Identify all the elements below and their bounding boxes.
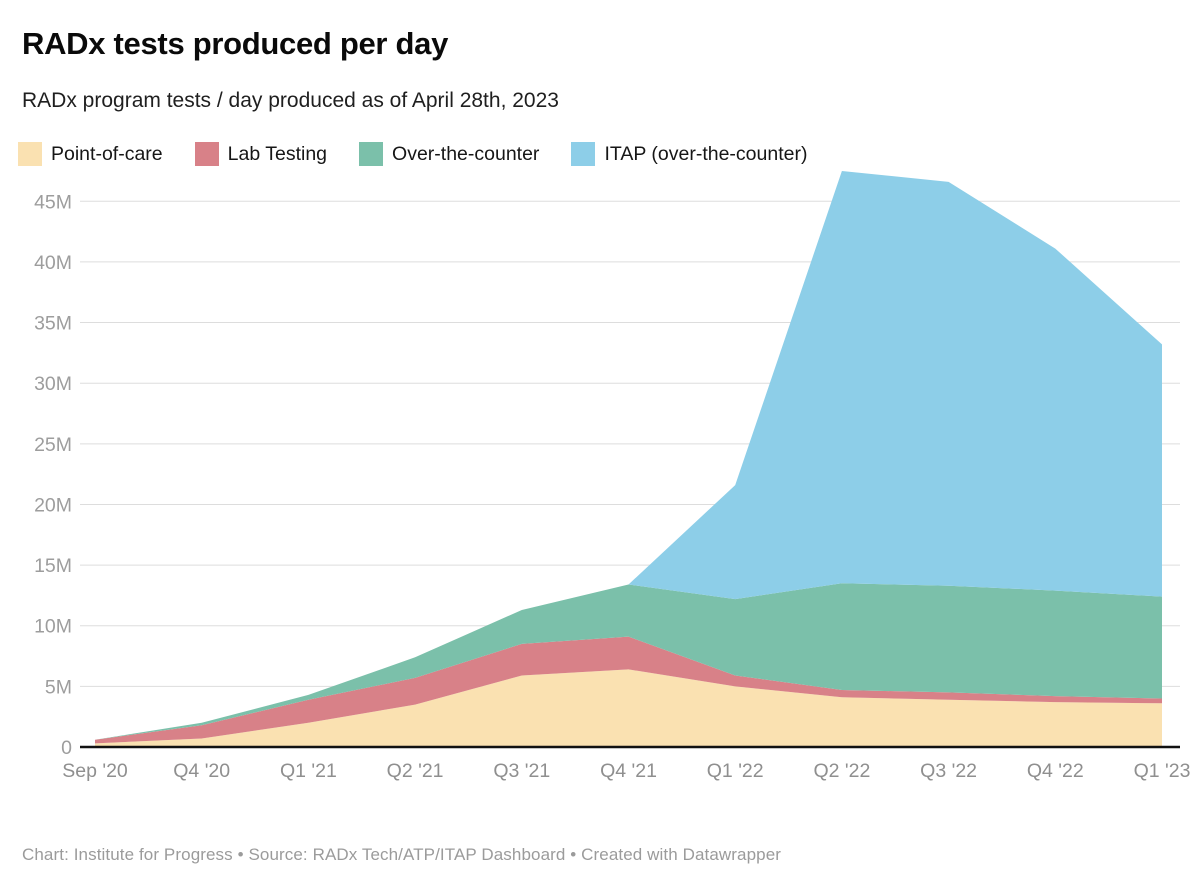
area-lab-testing bbox=[95, 636, 1162, 744]
x-tick-label-Q4-22: Q4 '22 bbox=[1027, 760, 1084, 782]
area-point-of-care bbox=[95, 669, 1162, 747]
stacked-area-chart: 0 5M 10M 15M 20M 25M 30M 35M 40M 45M Sep '20 Q4 '20… bbox=[0, 166, 1200, 790]
y-tick-label-5M: 5M bbox=[45, 676, 72, 698]
x-tick-label-Q2-21: Q2 '21 bbox=[387, 760, 444, 782]
y-tick-label-0: 0 bbox=[61, 737, 72, 759]
x-tick-label-Q2-22: Q2 '22 bbox=[813, 760, 870, 782]
footer-credit: Chart: Institute for Progress • Source: … bbox=[22, 845, 782, 864]
x-tick-label-Q3-22: Q3 '22 bbox=[920, 760, 977, 782]
y-tick-label-45M: 45M bbox=[34, 191, 72, 213]
legend-item-itap: ITAP (over-the-counter) bbox=[571, 142, 807, 166]
x-tick-label-Sep-20: Sep '20 bbox=[62, 760, 128, 782]
chart-canvas: 0 5M 10M 15M 20M 25M 30M 35M 40M 45M Sep '20 Q4 '20… bbox=[34, 171, 1191, 782]
y-tick-label-25M: 25M bbox=[34, 434, 72, 456]
legend-label: ITAP (over-the-counter) bbox=[604, 142, 808, 165]
legend-swatch-over-the-counter bbox=[359, 142, 384, 166]
y-tick-label-10M: 10M bbox=[34, 616, 72, 638]
legend-item-lab-testing: Lab Testing bbox=[194, 142, 328, 166]
y-tick-label-30M: 30M bbox=[34, 373, 72, 395]
y-tick-label-35M: 35M bbox=[34, 313, 72, 335]
area-itap-over-the-counter- bbox=[95, 171, 1162, 740]
chart-subtitle: RADx program tests / day produced as of … bbox=[22, 89, 559, 112]
legend-swatch-itap bbox=[571, 142, 596, 166]
x-tick-label-Q3-21: Q3 '21 bbox=[493, 760, 550, 782]
y-tick-label-20M: 20M bbox=[34, 494, 72, 516]
legend-swatch-point-of-care bbox=[18, 142, 42, 166]
x-tick-label-Q1-23: Q1 '23 bbox=[1134, 760, 1191, 782]
x-tick-label-Q1-21: Q1 '21 bbox=[280, 760, 337, 782]
chart-title: RADx tests produced per day bbox=[22, 26, 449, 61]
x-tick-label-Q4-20: Q4 '20 bbox=[173, 760, 230, 782]
legend: Point-of-care Lab Testing Over-the-count… bbox=[18, 142, 1178, 166]
legend-label: Over-the-counter bbox=[392, 142, 540, 165]
x-tick-label-Q4-21: Q4 '21 bbox=[600, 760, 657, 782]
y-tick-label-15M: 15M bbox=[34, 555, 72, 577]
legend-label: Point-of-care bbox=[51, 142, 163, 165]
legend-swatch-lab-testing bbox=[194, 142, 219, 166]
area-over-the-counter bbox=[95, 583, 1162, 740]
y-tick-label-40M: 40M bbox=[34, 252, 72, 274]
legend-item-over-the-counter: Over-the-counter bbox=[359, 142, 539, 166]
legend-label: Lab Testing bbox=[227, 142, 328, 165]
x-tick-label-Q1-22: Q1 '22 bbox=[707, 760, 764, 782]
legend-item-point-of-care: Point-of-care bbox=[18, 142, 163, 166]
